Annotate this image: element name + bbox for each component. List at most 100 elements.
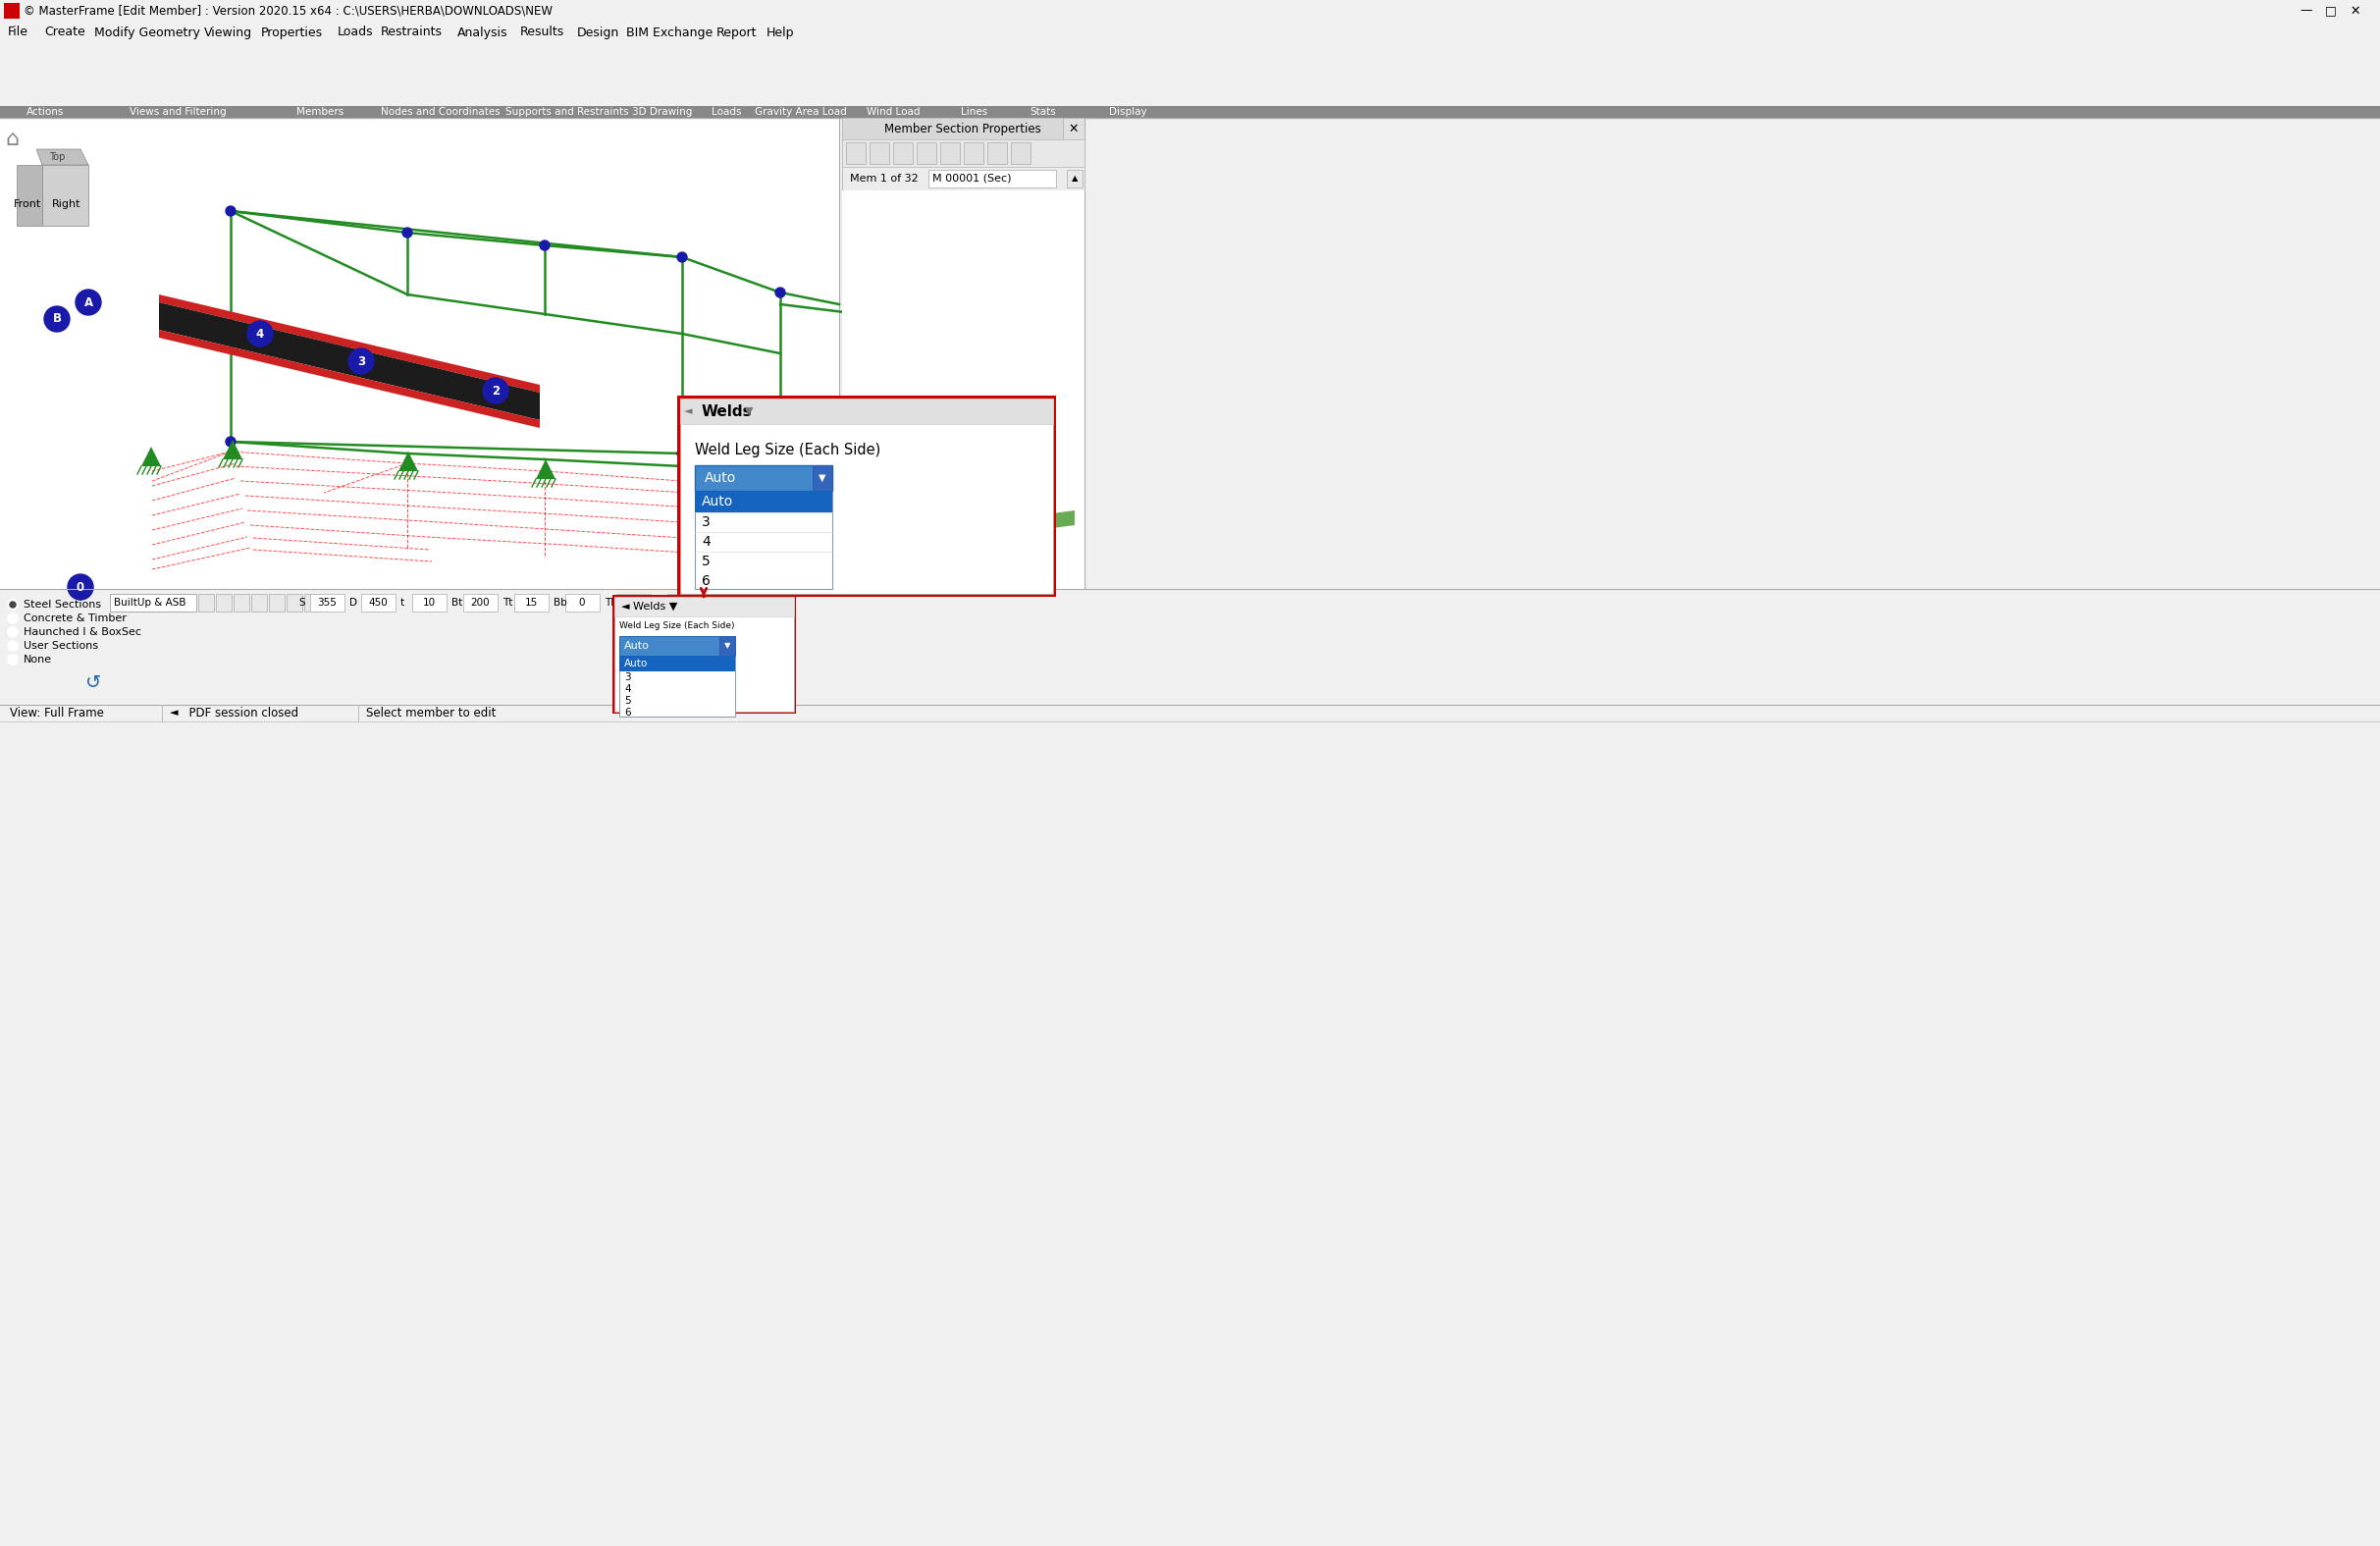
- Bar: [843, 190, 1085, 589]
- Text: Mem 1 of 32: Mem 1 of 32: [850, 173, 919, 184]
- Text: D: D: [350, 598, 357, 608]
- Text: ◄: ◄: [683, 407, 693, 416]
- Bar: [362, 594, 395, 612]
- Polygon shape: [140, 447, 162, 467]
- Circle shape: [7, 628, 17, 637]
- Text: r: r: [654, 598, 659, 608]
- Text: t: t: [400, 598, 405, 608]
- Circle shape: [226, 206, 236, 216]
- Text: Haunched I & BoxSec: Haunched I & BoxSec: [24, 628, 140, 637]
- Bar: [681, 399, 1052, 594]
- Text: Concrete & Timber: Concrete & Timber: [24, 614, 126, 623]
- Text: ↺: ↺: [86, 673, 102, 691]
- Circle shape: [7, 600, 17, 609]
- Bar: [412, 594, 447, 612]
- Text: Loads: Loads: [338, 26, 374, 39]
- Circle shape: [67, 574, 93, 600]
- Bar: [695, 490, 833, 512]
- Polygon shape: [159, 329, 540, 428]
- Text: Member Section Properties: Member Section Properties: [885, 122, 1040, 135]
- Text: Viewing: Viewing: [205, 26, 252, 39]
- Text: Properties: Properties: [262, 26, 324, 39]
- Bar: [0, 0, 2380, 22]
- Text: File: File: [7, 26, 29, 39]
- Bar: [619, 635, 735, 656]
- Text: Wind Load: Wind Load: [866, 107, 919, 117]
- Bar: [964, 142, 983, 164]
- Text: Steel Sections: Steel Sections: [24, 600, 102, 609]
- Text: 355: 355: [317, 598, 336, 608]
- Circle shape: [7, 654, 17, 665]
- Bar: [612, 595, 795, 714]
- Text: Weld Leg Size (Each Side): Weld Leg Size (Each Side): [619, 621, 735, 631]
- Text: 3: 3: [357, 356, 364, 368]
- Text: Report: Report: [716, 26, 757, 39]
- Bar: [309, 594, 345, 612]
- Text: Create: Create: [45, 26, 86, 39]
- Text: Results: Results: [521, 26, 564, 39]
- Circle shape: [678, 448, 688, 459]
- Bar: [928, 170, 1057, 187]
- Bar: [0, 589, 2380, 707]
- Text: 450: 450: [369, 598, 388, 608]
- Bar: [1012, 142, 1031, 164]
- Text: Display: Display: [1109, 107, 1147, 117]
- Bar: [695, 465, 833, 490]
- Text: Auto: Auto: [624, 642, 650, 651]
- Bar: [681, 399, 1052, 424]
- Bar: [678, 396, 1057, 597]
- Bar: [0, 43, 2380, 117]
- Text: Nodes and Coordinates: Nodes and Coordinates: [381, 107, 500, 117]
- Bar: [0, 22, 2380, 43]
- Text: Restraints: Restraints: [381, 26, 443, 39]
- Text: Modify Geometry: Modify Geometry: [95, 26, 200, 39]
- Text: 3: 3: [702, 515, 709, 529]
- Bar: [0, 705, 2380, 722]
- Bar: [566, 594, 600, 612]
- Bar: [812, 465, 833, 490]
- Bar: [198, 594, 214, 612]
- Text: ▲: ▲: [1071, 175, 1078, 182]
- Polygon shape: [397, 451, 419, 472]
- Bar: [269, 594, 286, 612]
- Text: Analysis: Analysis: [457, 26, 507, 39]
- Bar: [666, 594, 702, 612]
- Text: Design: Design: [576, 26, 619, 39]
- Circle shape: [540, 241, 550, 250]
- Text: © MasterFrame [Edit Member] : Version 2020.15 x64 : C:\USERS\HERBA\DOWNLOADS\NEW: © MasterFrame [Edit Member] : Version 20…: [24, 5, 552, 17]
- Text: ◄ Welds ▼: ◄ Welds ▼: [621, 601, 678, 612]
- Polygon shape: [43, 165, 88, 226]
- Bar: [892, 142, 914, 164]
- Bar: [916, 142, 935, 164]
- Bar: [0, 117, 840, 589]
- Text: User Sections: User Sections: [24, 642, 98, 651]
- Text: Select member to edit: Select member to edit: [367, 707, 495, 719]
- Bar: [5, 3, 19, 19]
- Text: Supports and Restraints: Supports and Restraints: [505, 107, 628, 117]
- Bar: [614, 597, 795, 711]
- Text: 6: 6: [624, 708, 631, 717]
- Bar: [845, 142, 866, 164]
- Bar: [217, 594, 231, 612]
- Polygon shape: [224, 439, 243, 459]
- Text: A: A: [83, 295, 93, 309]
- Bar: [988, 142, 1007, 164]
- Text: 3D Drawing: 3D Drawing: [633, 107, 693, 117]
- Polygon shape: [159, 303, 540, 421]
- Circle shape: [226, 438, 236, 447]
- Text: BIM Exchange: BIM Exchange: [626, 26, 714, 39]
- Polygon shape: [17, 165, 43, 226]
- Text: Bt: Bt: [452, 598, 462, 608]
- Text: 5: 5: [702, 555, 709, 569]
- Circle shape: [7, 614, 17, 623]
- Circle shape: [45, 306, 69, 332]
- Text: Actions: Actions: [26, 107, 64, 117]
- Text: Loads: Loads: [712, 107, 740, 117]
- Bar: [1064, 117, 1085, 139]
- Bar: [1066, 170, 1083, 187]
- Bar: [233, 594, 250, 612]
- Text: 6: 6: [702, 574, 712, 587]
- Text: 2: 2: [493, 385, 500, 397]
- Text: Auto: Auto: [702, 495, 733, 509]
- Text: 0: 0: [76, 581, 83, 594]
